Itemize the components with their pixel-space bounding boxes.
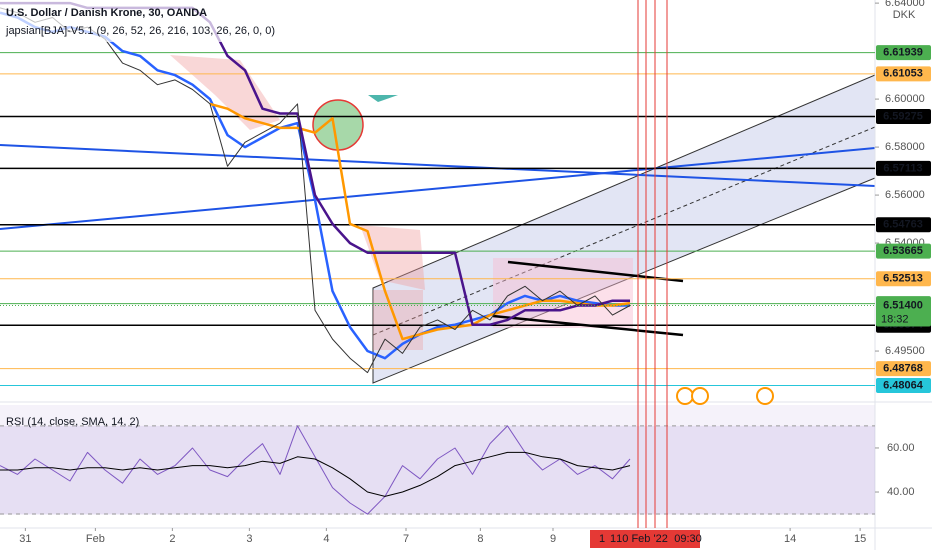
x-tick-label: 8 [477, 533, 483, 545]
x-highlight-label: 1 [599, 533, 605, 545]
x-tick-label: 9 [550, 533, 556, 545]
x-tick-label: 15 [854, 533, 866, 545]
wedge-line [507, 260, 684, 283]
data-layer [0, 1, 875, 515]
x-tick-label: 31 [19, 533, 31, 545]
y-tick-label: 6.64000 [885, 0, 925, 9]
level-label-box [876, 108, 931, 124]
x-tick-label: Feb [86, 533, 105, 545]
x-highlight-label: 09:30 [674, 533, 702, 545]
price-line [209, 102, 631, 341]
legend-backdrop [0, 0, 270, 42]
y-tick-label: 6.60000 [885, 93, 925, 105]
rsi-tick-label: 60.00 [887, 442, 915, 454]
level-label-box [876, 66, 931, 82]
x-highlight-label: 10 Feb '22 [616, 533, 668, 545]
rsi-ma-line [0, 451, 631, 497]
x-highlight-box [590, 530, 700, 548]
countdown-label: 18:32 [881, 313, 909, 325]
level-label: 6.61939 [883, 46, 923, 58]
event-flag[interactable] [756, 387, 774, 405]
level-label: 6.61053 [883, 68, 923, 80]
arrow-icon [368, 95, 398, 102]
level-label-box [876, 160, 931, 176]
highlight-circle [312, 99, 364, 151]
chart-title: U.S. Dollar / Danish Krone, 30, OANDA [6, 7, 207, 19]
event-flag[interactable] [691, 387, 709, 405]
level-label-box [876, 45, 931, 61]
currency-label: DKK [893, 9, 916, 21]
level-label-box [876, 378, 931, 394]
level-label: 6.48064 [883, 379, 924, 391]
trend-line [0, 147, 876, 230]
y-tick-label: 6.58000 [885, 141, 925, 153]
y-tick-label: 6.49500 [885, 345, 925, 357]
last-price-box [876, 298, 931, 327]
level-label: 6.57113 [883, 162, 922, 174]
x-tick-label: 4 [323, 533, 329, 545]
rsi-background [0, 405, 875, 515]
level-label: 6.52513 [883, 273, 923, 285]
zone [360, 225, 425, 290]
trend-line [0, 144, 876, 187]
x-tick-label: 3 [246, 533, 252, 545]
y-tick-label: 6.56000 [885, 189, 925, 201]
zone [373, 290, 423, 350]
rsi-band [0, 425, 875, 515]
x-highlight-label: 1 [610, 533, 616, 545]
indicator-label: japsian[BJA]-V5.1 (9, 26, 52, 26, 216, 1… [5, 25, 275, 37]
last-price-label: 6.51400 [883, 299, 923, 311]
level-label: 6.53665 [883, 245, 923, 257]
level-label-box [876, 271, 931, 287]
level-label-box [876, 361, 931, 377]
event-flag[interactable] [676, 387, 694, 405]
x-tick-label: 2 [169, 533, 175, 545]
level-label-box [876, 243, 931, 259]
x-tick-label: 14 [784, 533, 796, 545]
rsi-title: RSI (14, close, SMA, 14, 2) [6, 416, 139, 428]
level-label-box [876, 217, 931, 233]
level-label: 6.48768 [883, 363, 923, 375]
x-tick-label: 7 [403, 533, 409, 545]
level-label: 6.59275 [883, 110, 923, 122]
rsi-tick-label: 40.00 [887, 486, 915, 498]
level-label: 6.54763 [883, 219, 923, 231]
